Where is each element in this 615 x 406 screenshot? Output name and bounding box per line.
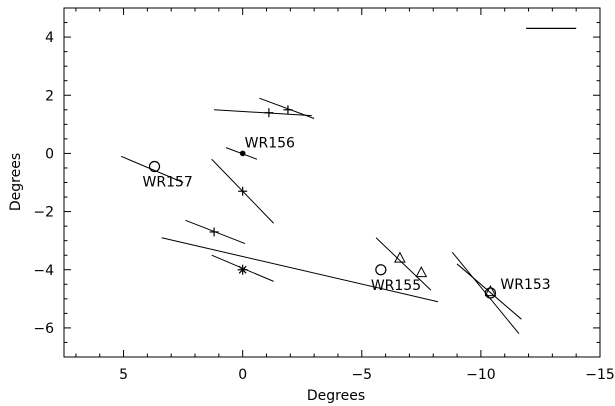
annotation-label: WR153 — [500, 277, 550, 293]
annotation-label: WR155 — [371, 278, 421, 294]
y-tick-label: 2 — [45, 88, 54, 104]
triangle-marker — [394, 251, 406, 263]
x-tick-label: 5 — [119, 367, 128, 383]
asterisk-marker — [237, 264, 248, 275]
plus-marker — [283, 105, 293, 115]
circle-marker — [375, 264, 387, 276]
segment — [214, 109, 312, 117]
segment — [456, 263, 522, 320]
x-tick-label: −15 — [585, 367, 615, 383]
plus-marker — [264, 108, 274, 118]
triangle-marker — [415, 266, 428, 278]
dot-marker — [239, 150, 246, 157]
plus-marker — [238, 186, 248, 196]
annotation-label: WR157 — [143, 175, 193, 191]
markers — [148, 105, 497, 299]
segment — [120, 155, 184, 183]
x-tick-label: −10 — [466, 367, 496, 383]
labels: 5 0 −5 −10 −15 4 2 0 −2 −4 −6 WR156 WR157 WR155 WR153 — [33, 30, 614, 383]
circle-marker — [148, 160, 161, 173]
y-tick-label: 0 — [45, 146, 54, 162]
segment — [259, 97, 315, 119]
segments — [120, 97, 522, 335]
y-tick-label: −2 — [33, 205, 54, 221]
y-tick-label: 4 — [45, 30, 54, 46]
triangle-marker — [484, 284, 497, 297]
y-tick-label: −6 — [33, 321, 54, 337]
plus-marker — [209, 227, 219, 237]
x-axis-label: Degrees — [307, 388, 365, 404]
annotation-label: WR156 — [245, 135, 295, 151]
y-tick-label: −4 — [33, 263, 54, 279]
circle-marker — [484, 287, 497, 299]
x-tick-label: 0 — [238, 367, 247, 383]
y-axis-label: Degrees — [8, 153, 24, 211]
segment — [375, 237, 432, 291]
x-tick-label: −5 — [351, 367, 372, 383]
segment — [161, 237, 439, 303]
tick-marks — [64, 7, 601, 358]
